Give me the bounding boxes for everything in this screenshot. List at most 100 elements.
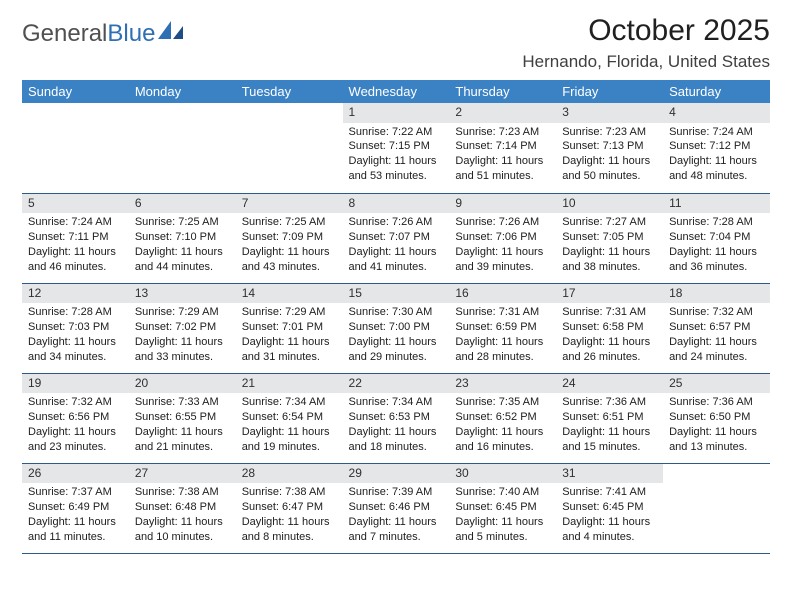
calendar-day-cell: 18Sunrise: 7:32 AMSunset: 6:57 PMDayligh… xyxy=(663,283,770,373)
day-number: 28 xyxy=(236,464,343,484)
day-details: Sunrise: 7:28 AMSunset: 7:04 PMDaylight:… xyxy=(663,213,770,278)
sunset-line: Sunset: 7:09 PM xyxy=(242,230,337,245)
daylight-line: Daylight: 11 hours and 53 minutes. xyxy=(349,154,444,184)
sunset-line: Sunset: 7:04 PM xyxy=(669,230,764,245)
daylight-line: Daylight: 11 hours and 46 minutes. xyxy=(28,245,123,275)
calendar-day-cell: 11Sunrise: 7:28 AMSunset: 7:04 PMDayligh… xyxy=(663,193,770,283)
calendar-day-cell: 26Sunrise: 7:37 AMSunset: 6:49 PMDayligh… xyxy=(22,463,129,553)
calendar-day-cell xyxy=(663,463,770,553)
daylight-line: Daylight: 11 hours and 4 minutes. xyxy=(562,515,657,545)
sunrise-line: Sunrise: 7:41 AM xyxy=(562,485,657,500)
sunrise-line: Sunrise: 7:24 AM xyxy=(28,215,123,230)
day-number: 4 xyxy=(663,103,770,123)
sunrise-line: Sunrise: 7:32 AM xyxy=(28,395,123,410)
daylight-line: Daylight: 11 hours and 26 minutes. xyxy=(562,335,657,365)
day-number-empty xyxy=(22,103,129,123)
day-number: 26 xyxy=(22,464,129,484)
day-number: 12 xyxy=(22,284,129,304)
calendar-week-row: 1Sunrise: 7:22 AMSunset: 7:15 PMDaylight… xyxy=(22,103,770,193)
day-of-week-header: Thursday xyxy=(449,80,556,103)
calendar-day-cell: 24Sunrise: 7:36 AMSunset: 6:51 PMDayligh… xyxy=(556,373,663,463)
daylight-line: Daylight: 11 hours and 15 minutes. xyxy=(562,425,657,455)
daylight-line: Daylight: 11 hours and 43 minutes. xyxy=(242,245,337,275)
sunset-line: Sunset: 6:45 PM xyxy=(562,500,657,515)
sunrise-line: Sunrise: 7:23 AM xyxy=(455,125,550,140)
sunrise-line: Sunrise: 7:26 AM xyxy=(349,215,444,230)
daylight-line: Daylight: 11 hours and 18 minutes. xyxy=(349,425,444,455)
day-number: 3 xyxy=(556,103,663,123)
calendar-day-cell: 3Sunrise: 7:23 AMSunset: 7:13 PMDaylight… xyxy=(556,103,663,193)
calendar-page: GeneralBlue October 2025 Hernando, Flori… xyxy=(0,0,792,612)
sunrise-line: Sunrise: 7:39 AM xyxy=(349,485,444,500)
day-details: Sunrise: 7:34 AMSunset: 6:53 PMDaylight:… xyxy=(343,393,450,458)
day-details: Sunrise: 7:25 AMSunset: 7:10 PMDaylight:… xyxy=(129,213,236,278)
day-number-empty xyxy=(663,464,770,484)
sunrise-line: Sunrise: 7:29 AM xyxy=(135,305,230,320)
day-details: Sunrise: 7:36 AMSunset: 6:50 PMDaylight:… xyxy=(663,393,770,458)
calendar-day-cell: 2Sunrise: 7:23 AMSunset: 7:14 PMDaylight… xyxy=(449,103,556,193)
sunset-line: Sunset: 7:10 PM xyxy=(135,230,230,245)
daylight-line: Daylight: 11 hours and 34 minutes. xyxy=(28,335,123,365)
day-number: 9 xyxy=(449,194,556,214)
sunset-line: Sunset: 7:01 PM xyxy=(242,320,337,335)
day-number: 30 xyxy=(449,464,556,484)
day-number: 22 xyxy=(343,374,450,394)
calendar-week-row: 5Sunrise: 7:24 AMSunset: 7:11 PMDaylight… xyxy=(22,193,770,283)
sunset-line: Sunset: 6:51 PM xyxy=(562,410,657,425)
day-number-empty xyxy=(236,103,343,123)
sunrise-line: Sunrise: 7:28 AM xyxy=(669,215,764,230)
sunrise-line: Sunrise: 7:25 AM xyxy=(135,215,230,230)
day-number: 17 xyxy=(556,284,663,304)
daylight-line: Daylight: 11 hours and 11 minutes. xyxy=(28,515,123,545)
day-details: Sunrise: 7:29 AMSunset: 7:02 PMDaylight:… xyxy=(129,303,236,368)
day-number: 2 xyxy=(449,103,556,123)
day-details: Sunrise: 7:32 AMSunset: 6:57 PMDaylight:… xyxy=(663,303,770,368)
day-details: Sunrise: 7:33 AMSunset: 6:55 PMDaylight:… xyxy=(129,393,236,458)
daylight-line: Daylight: 11 hours and 38 minutes. xyxy=(562,245,657,275)
day-number: 25 xyxy=(663,374,770,394)
sunrise-line: Sunrise: 7:34 AM xyxy=(242,395,337,410)
sunset-line: Sunset: 7:00 PM xyxy=(349,320,444,335)
calendar-week-row: 12Sunrise: 7:28 AMSunset: 7:03 PMDayligh… xyxy=(22,283,770,373)
calendar-day-cell: 31Sunrise: 7:41 AMSunset: 6:45 PMDayligh… xyxy=(556,463,663,553)
day-details: Sunrise: 7:26 AMSunset: 7:07 PMDaylight:… xyxy=(343,213,450,278)
day-details: Sunrise: 7:27 AMSunset: 7:05 PMDaylight:… xyxy=(556,213,663,278)
sunset-line: Sunset: 7:15 PM xyxy=(349,139,444,154)
day-details: Sunrise: 7:32 AMSunset: 6:56 PMDaylight:… xyxy=(22,393,129,458)
day-of-week-header: Sunday xyxy=(22,80,129,103)
daylight-line: Daylight: 11 hours and 44 minutes. xyxy=(135,245,230,275)
sunset-line: Sunset: 7:06 PM xyxy=(455,230,550,245)
calendar-day-cell: 9Sunrise: 7:26 AMSunset: 7:06 PMDaylight… xyxy=(449,193,556,283)
brand-part1: General xyxy=(22,20,107,48)
daylight-line: Daylight: 11 hours and 36 minutes. xyxy=(669,245,764,275)
sunset-line: Sunset: 7:03 PM xyxy=(28,320,123,335)
day-number: 21 xyxy=(236,374,343,394)
sunset-line: Sunset: 7:14 PM xyxy=(455,139,550,154)
sunrise-line: Sunrise: 7:32 AM xyxy=(669,305,764,320)
calendar-day-cell: 20Sunrise: 7:33 AMSunset: 6:55 PMDayligh… xyxy=(129,373,236,463)
day-number: 10 xyxy=(556,194,663,214)
day-details: Sunrise: 7:41 AMSunset: 6:45 PMDaylight:… xyxy=(556,483,663,548)
sail-icon xyxy=(158,20,184,48)
day-details: Sunrise: 7:35 AMSunset: 6:52 PMDaylight:… xyxy=(449,393,556,458)
day-number: 15 xyxy=(343,284,450,304)
sunrise-line: Sunrise: 7:22 AM xyxy=(349,125,444,140)
sunrise-line: Sunrise: 7:38 AM xyxy=(242,485,337,500)
calendar-day-cell: 13Sunrise: 7:29 AMSunset: 7:02 PMDayligh… xyxy=(129,283,236,373)
day-number: 6 xyxy=(129,194,236,214)
day-details: Sunrise: 7:24 AMSunset: 7:12 PMDaylight:… xyxy=(663,123,770,188)
calendar-day-cell xyxy=(22,103,129,193)
calendar-day-cell: 1Sunrise: 7:22 AMSunset: 7:15 PMDaylight… xyxy=(343,103,450,193)
daylight-line: Daylight: 11 hours and 7 minutes. xyxy=(349,515,444,545)
sunset-line: Sunset: 6:47 PM xyxy=(242,500,337,515)
calendar-day-cell: 30Sunrise: 7:40 AMSunset: 6:45 PMDayligh… xyxy=(449,463,556,553)
day-number: 7 xyxy=(236,194,343,214)
day-details: Sunrise: 7:36 AMSunset: 6:51 PMDaylight:… xyxy=(556,393,663,458)
page-header: GeneralBlue October 2025 Hernando, Flori… xyxy=(22,14,770,72)
day-details: Sunrise: 7:31 AMSunset: 6:59 PMDaylight:… xyxy=(449,303,556,368)
daylight-line: Daylight: 11 hours and 39 minutes. xyxy=(455,245,550,275)
daylight-line: Daylight: 11 hours and 21 minutes. xyxy=(135,425,230,455)
day-of-week-row: SundayMondayTuesdayWednesdayThursdayFrid… xyxy=(22,80,770,103)
day-number: 31 xyxy=(556,464,663,484)
day-of-week-header: Tuesday xyxy=(236,80,343,103)
